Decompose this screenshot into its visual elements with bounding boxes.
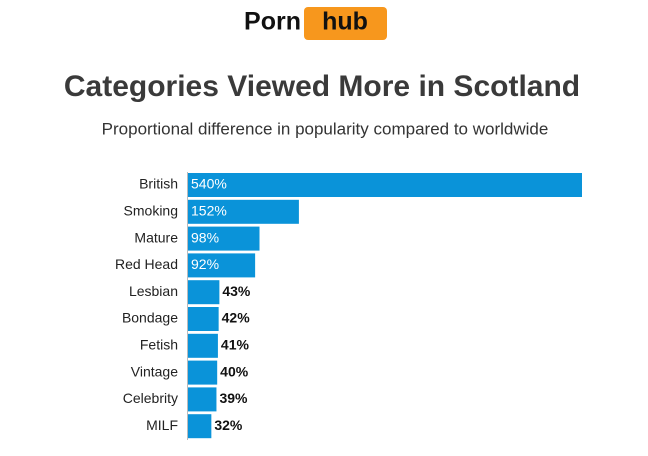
- value-label: 540%: [191, 176, 227, 192]
- chart-subtitle: Proportional difference in popularity co…: [102, 119, 549, 138]
- category-label: Smoking: [124, 203, 178, 219]
- value-label: 98%: [191, 229, 219, 245]
- bar: [188, 226, 260, 251]
- bar: [188, 387, 217, 412]
- bar: [188, 333, 218, 358]
- bar: [188, 173, 582, 197]
- category-label: Mature: [134, 229, 178, 245]
- brand-box: [304, 7, 387, 40]
- category-label: Red Head: [115, 256, 178, 272]
- value-label: 43%: [222, 283, 251, 299]
- category-label: Lesbian: [129, 283, 178, 299]
- category-label: British: [139, 176, 178, 192]
- category-label: MILF: [146, 417, 178, 433]
- brand-left: Porn: [244, 8, 301, 36]
- chart-title: Categories Viewed More in Scotland: [64, 70, 580, 103]
- bar: [188, 199, 299, 224]
- bar: [188, 307, 219, 331]
- category-label: Fetish: [140, 337, 178, 353]
- bar: [188, 253, 256, 278]
- value-label: 92%: [191, 256, 219, 272]
- category-label: Bondage: [122, 310, 178, 326]
- bar: [188, 360, 218, 385]
- value-label: 32%: [214, 417, 243, 433]
- category-label: Celebrity: [123, 390, 178, 406]
- value-label: 41%: [221, 337, 250, 353]
- value-label: 152%: [191, 203, 227, 219]
- value-label: 42%: [222, 310, 251, 326]
- brand-right: hub: [322, 8, 368, 36]
- category-label: Vintage: [131, 363, 178, 379]
- bar: [188, 414, 212, 439]
- bar: [188, 280, 220, 305]
- value-label: 40%: [220, 363, 249, 379]
- value-label: 39%: [219, 390, 248, 406]
